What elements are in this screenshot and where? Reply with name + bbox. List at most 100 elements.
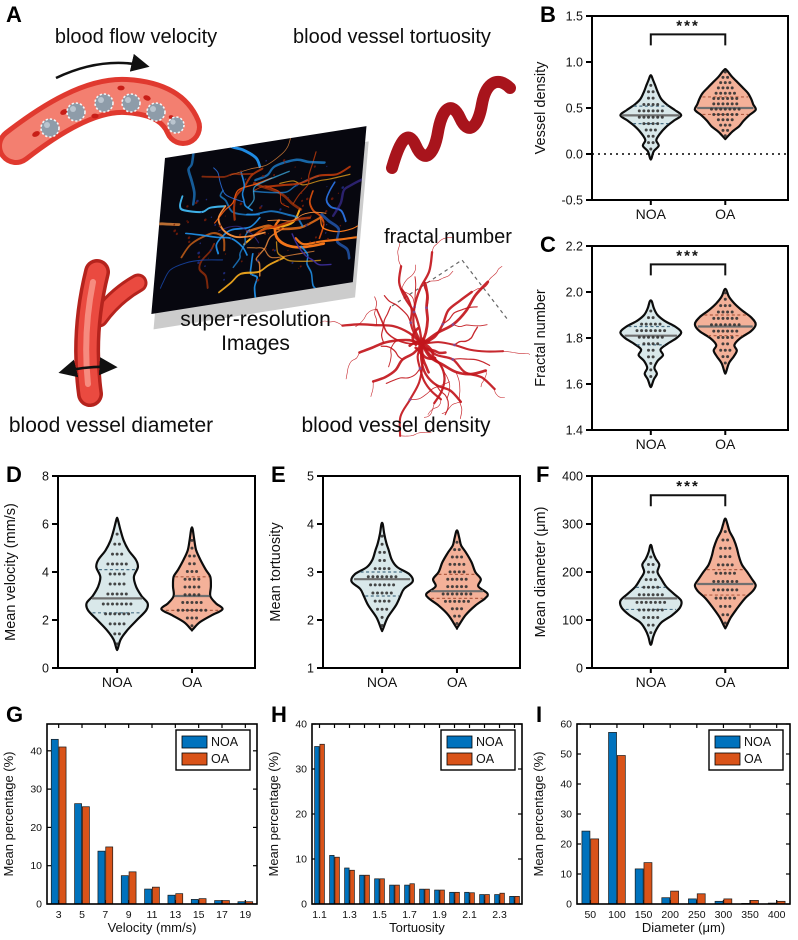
bar-oa — [319, 743, 325, 905]
bar-noa — [419, 888, 425, 905]
caption-super-resolution-line2: Images — [221, 332, 290, 356]
panel-label-f: F — [536, 462, 550, 487]
caption-blood-vessel-density: blood vessel density — [301, 414, 491, 437]
svg-text:1.5: 1.5 — [566, 10, 583, 24]
svg-text:8: 8 — [42, 470, 49, 484]
svg-text:6: 6 — [42, 518, 49, 532]
bar-oa — [82, 806, 90, 905]
svg-text:250: 250 — [688, 909, 706, 921]
x-category-label: NOA — [102, 674, 133, 690]
panel-label-e: E — [271, 462, 286, 487]
blood-flow-vessel-illustration — [0, 53, 202, 165]
y-axis-label: Vessel density — [533, 61, 549, 154]
svg-text:400: 400 — [768, 909, 786, 921]
bar-noa — [344, 867, 350, 905]
diameter-arrow — [58, 357, 118, 378]
caption-blood-flow-velocity: blood flow velocity — [54, 26, 218, 48]
bar-oa — [514, 896, 520, 905]
bar-oa — [334, 856, 340, 905]
y-axis-label: Mean percentage (%) — [531, 751, 546, 876]
svg-text:19: 19 — [239, 909, 251, 921]
bar-noa — [661, 897, 671, 905]
y-axis-label: Mean velocity (mm/s) — [3, 503, 19, 641]
svg-text:50: 50 — [560, 749, 572, 761]
violin-oa — [693, 287, 757, 375]
bar-oa — [175, 893, 184, 905]
tortuous-vessel-illustration — [386, 76, 516, 174]
bar-noa — [144, 888, 152, 905]
y-axis-label: Mean percentage (%) — [266, 751, 281, 876]
panel-a-illustration: A blood flow velocity blood vessel tortu… — [0, 0, 530, 460]
bar-oa — [394, 884, 400, 905]
bar-noa — [167, 894, 176, 905]
svg-text:1.8: 1.8 — [566, 332, 583, 346]
axes: 0 10 20 30 40 50 60 50 100 150 200 250 300 350 400 — [560, 719, 790, 921]
data-points-oa — [176, 538, 208, 628]
svg-text:3: 3 — [307, 566, 314, 580]
bar-oa — [128, 871, 137, 905]
x-category-label: NOA — [636, 436, 667, 452]
flow-direction-arrow — [55, 53, 150, 80]
x-category-label: OA — [715, 436, 736, 452]
velocity-distribution-chart: 0 10 20 30 40 3 5 7 9 11 13 15 17 19 Velocity (mm/s) Me… — [1, 723, 258, 935]
svg-text:0: 0 — [576, 662, 583, 676]
x-axis-label: Velocity (mm/s) — [108, 920, 197, 935]
significance-stars: *** — [676, 247, 700, 264]
fractal-guide-lines — [391, 259, 509, 321]
vessel-map-art — [151, 136, 367, 302]
svg-text:30: 30 — [560, 809, 572, 821]
svg-text:50: 50 — [584, 909, 596, 921]
legend-swatch-oa — [446, 752, 473, 766]
mean-tortuosity-chart: 1 2 3 4 5 Mean tortuosity NOA OA — [268, 470, 521, 690]
bar-noa — [329, 855, 335, 905]
violin-noa — [618, 543, 683, 646]
bar-noa — [314, 746, 320, 905]
legend: NOA OA — [708, 729, 784, 771]
significance-stars: *** — [676, 17, 700, 34]
legend-swatch-noa — [181, 735, 208, 749]
svg-text:5: 5 — [79, 909, 85, 921]
svg-text:200: 200 — [562, 566, 583, 580]
svg-text:40: 40 — [560, 779, 572, 791]
panel-f-mean-diameter: F 0 100 200 300 400 Mean diameter (μm) NOA OA **… — [530, 460, 798, 700]
legend-swatch-oa — [714, 752, 741, 766]
bar-noa — [74, 803, 82, 905]
violin-noa — [619, 299, 683, 389]
bar-noa — [464, 891, 470, 905]
svg-text:7: 7 — [102, 909, 108, 921]
svg-text:1: 1 — [307, 662, 314, 676]
axes: 0 2 4 6 8 — [42, 470, 256, 676]
legend-label-noa: NOA — [211, 735, 239, 749]
data-points-noa — [366, 534, 398, 628]
bar-noa — [120, 875, 129, 905]
axes: -0.5 0.0 0.5 1.0 1.5 — [561, 10, 789, 208]
svg-text:4: 4 — [42, 566, 49, 580]
data-points-noa — [635, 555, 667, 635]
svg-text:1.5: 1.5 — [372, 909, 387, 921]
vessel-density-chart: -0.5 0.0 0.5 1.0 1.5 Vessel density NOA OA *** — [533, 10, 789, 222]
violin-noa — [619, 74, 683, 161]
data-points-noa — [101, 532, 133, 646]
diameter-vessel-illustration — [58, 259, 148, 407]
svg-text:20: 20 — [560, 839, 572, 851]
svg-text:1.1: 1.1 — [312, 909, 327, 921]
legend-label-oa: OA — [744, 752, 763, 766]
bar-noa — [97, 850, 106, 905]
bar-noa — [359, 874, 365, 905]
svg-text:15: 15 — [193, 909, 205, 921]
panel-d-mean-velocity: D 0 2 4 6 8 Mean velocity (mm/s) NOA OA — [0, 460, 265, 700]
caption-super-resolution: super-resolution Images — [168, 308, 343, 356]
data-points-noa — [635, 309, 667, 378]
mean-diameter-chart: 0 100 200 300 400 Mean diameter (μm) NOA OA *** — [533, 470, 789, 690]
svg-text:1.3: 1.3 — [342, 909, 357, 921]
svg-text:5: 5 — [307, 470, 314, 484]
panel-label-c: C — [540, 232, 556, 257]
svg-text:30: 30 — [295, 764, 307, 776]
svg-text:150: 150 — [635, 909, 653, 921]
panel-a-artwork — [0, 53, 530, 437]
bar-noa — [634, 868, 644, 905]
x-category-label: OA — [715, 206, 736, 222]
bar-oa — [105, 846, 114, 905]
bar-noa — [509, 896, 515, 905]
bar-oa — [643, 862, 653, 905]
